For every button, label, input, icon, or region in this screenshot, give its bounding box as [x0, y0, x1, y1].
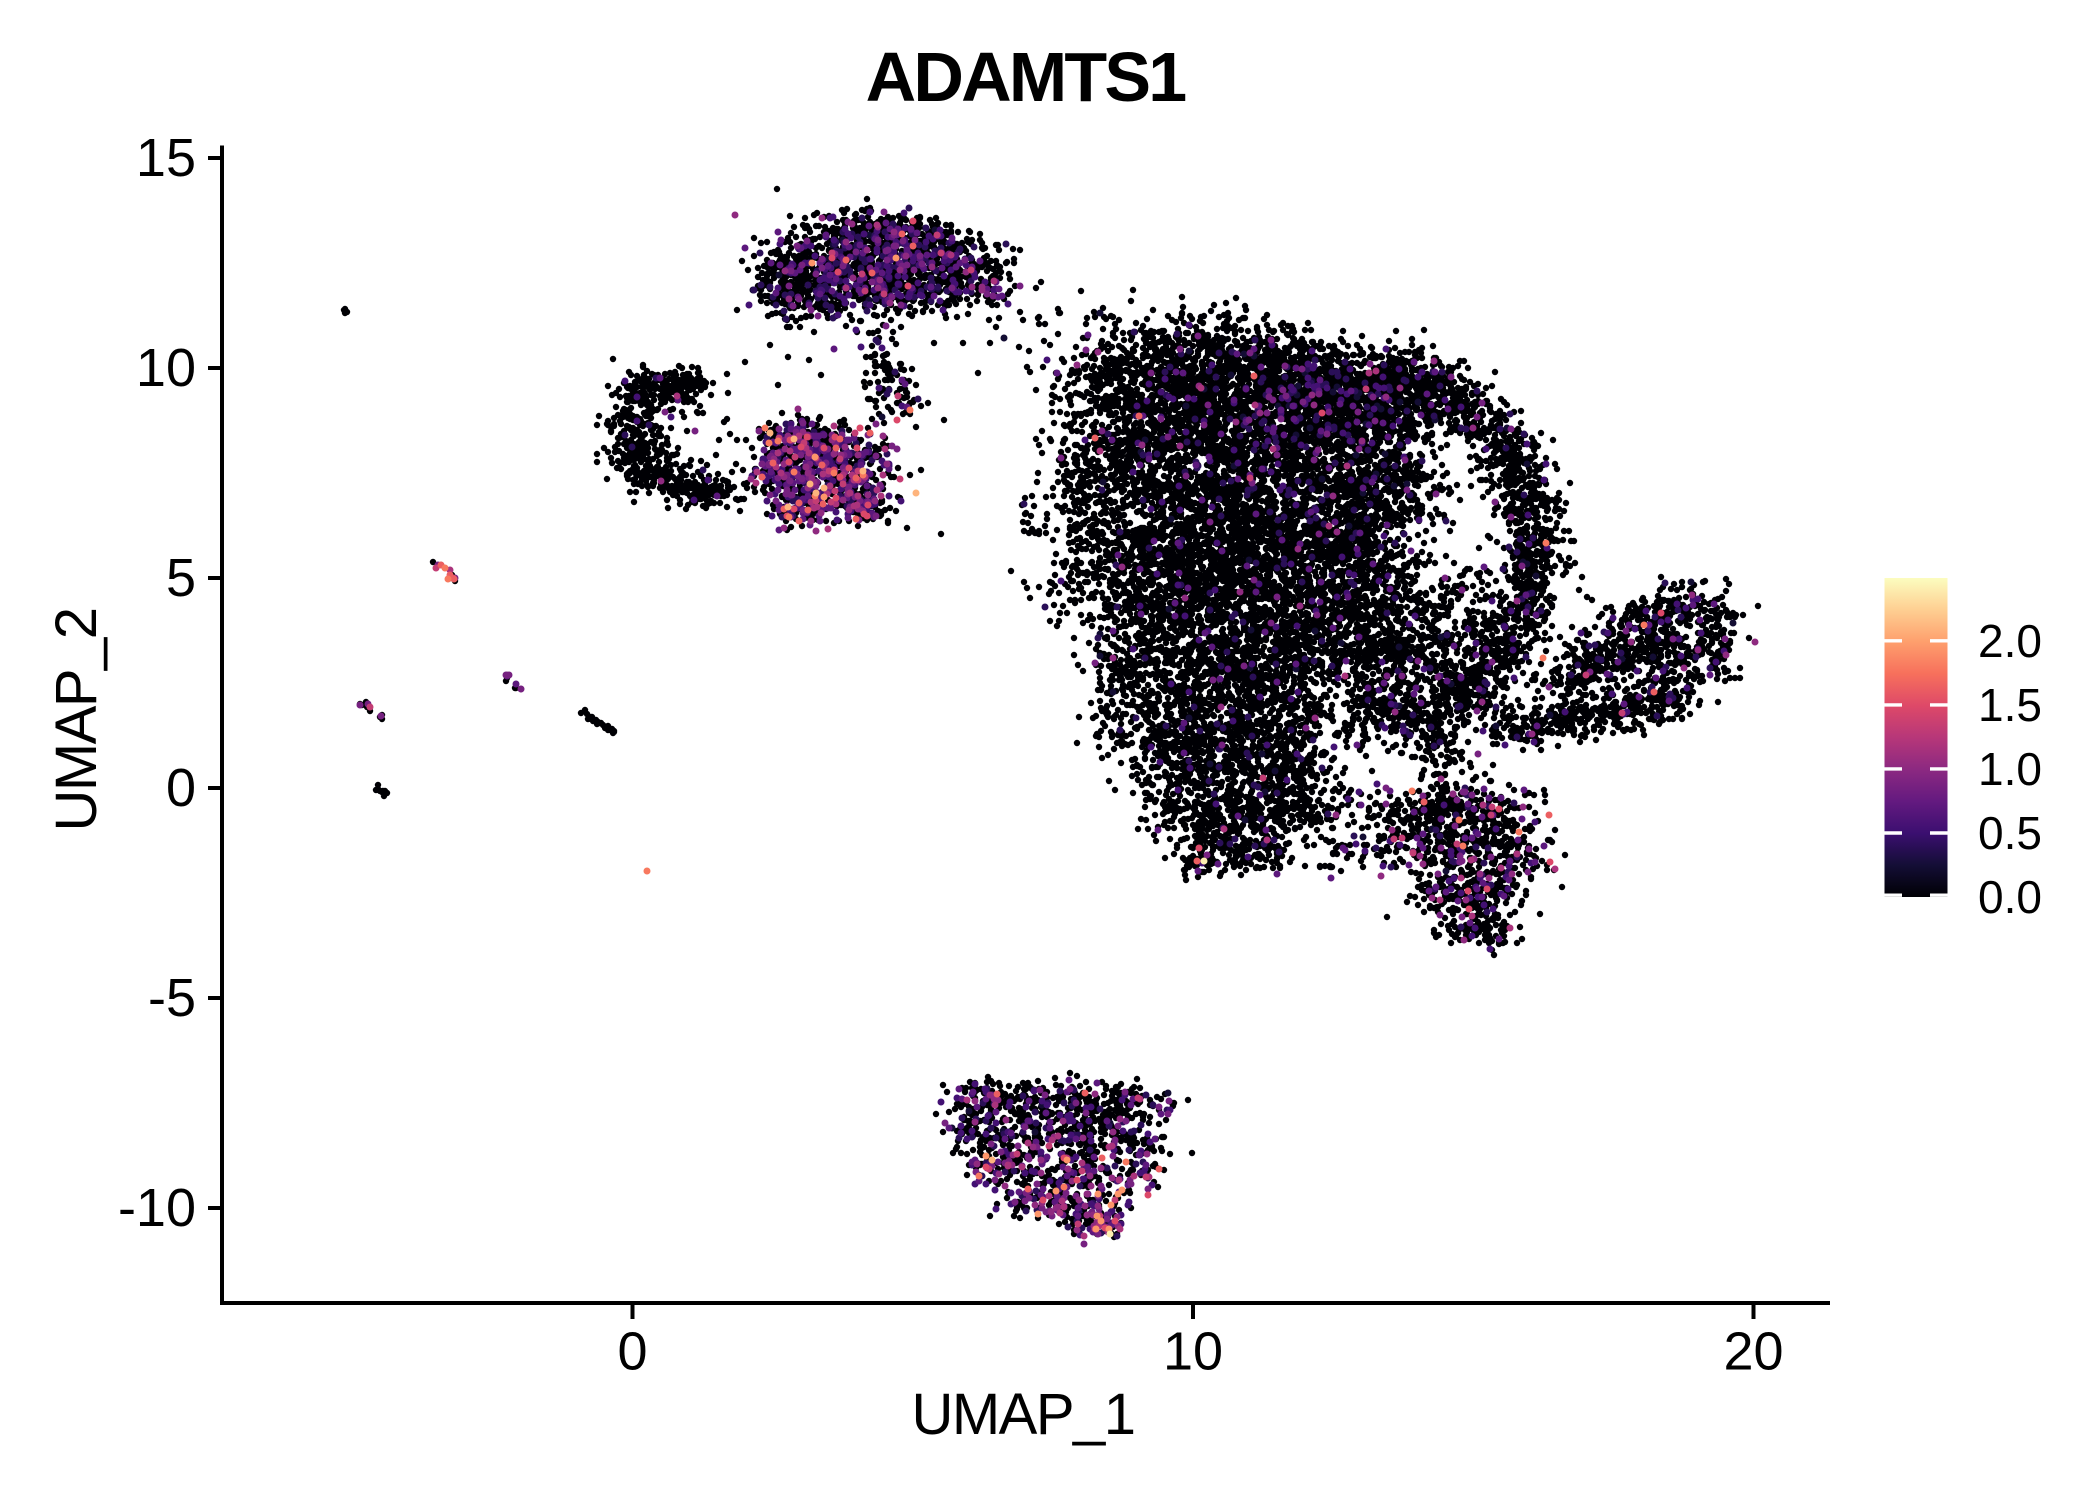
svg-text:10: 10: [136, 338, 196, 398]
svg-text:-10: -10: [118, 1178, 196, 1238]
svg-text:10: 10: [1163, 1321, 1223, 1381]
svg-text:0.0: 0.0: [1978, 871, 2042, 923]
svg-text:0.5: 0.5: [1978, 807, 2042, 859]
svg-text:0: 0: [166, 758, 196, 818]
svg-text:UMAP_2: UMAP_2: [44, 608, 109, 831]
svg-text:2.0: 2.0: [1978, 615, 2042, 667]
svg-text:5: 5: [166, 548, 196, 608]
svg-text:0: 0: [617, 1321, 647, 1381]
svg-text:1.0: 1.0: [1978, 743, 2042, 795]
svg-text:ADAMTS1: ADAMTS1: [866, 38, 1186, 116]
svg-text:1.5: 1.5: [1978, 679, 2042, 731]
svg-text:15: 15: [136, 128, 196, 188]
svg-text:-5: -5: [148, 968, 196, 1028]
svg-text:UMAP_1: UMAP_1: [911, 1382, 1134, 1447]
svg-text:20: 20: [1723, 1321, 1783, 1381]
